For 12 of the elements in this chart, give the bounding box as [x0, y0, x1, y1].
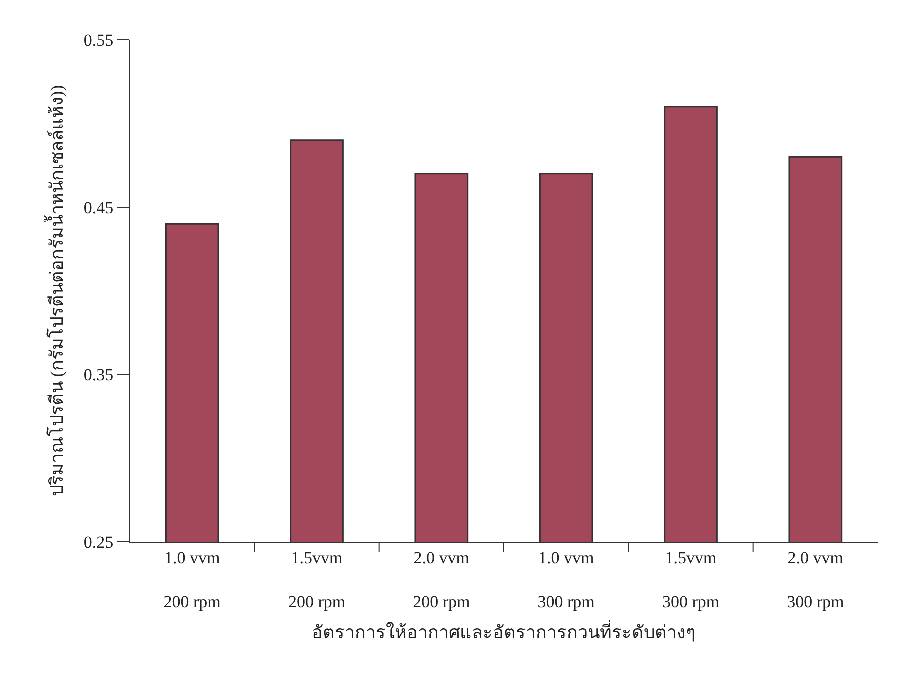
category-label: 2.0 vvm 200 rpm — [413, 548, 470, 612]
y-tick-label: 0.45 — [84, 198, 114, 218]
category-label: 1.5vvm 300 rpm — [662, 548, 720, 612]
x-axis-title: อัตราการให้อากาศและอัตราการกวนที่ระดับต่างๆ — [312, 620, 696, 643]
category-label: 1.0 vvm 200 rpm — [164, 548, 221, 612]
category-label: 1.0 vvm 300 rpm — [538, 548, 595, 612]
category-label: 2.0 vvm 300 rpm — [787, 548, 844, 612]
y-tick-label: 0.25 — [84, 532, 114, 552]
y-tick-label: 0.35 — [84, 366, 114, 385]
y-tick-label: 0.55 — [84, 30, 114, 50]
y-axis-title: ปริมาณโปรตีน (กรัมโปรตีนต่อกรัมน้ำหนักเซลล์แห้ง)) — [44, 85, 68, 497]
category-label: 1.5vvm 200 rpm — [288, 548, 346, 612]
